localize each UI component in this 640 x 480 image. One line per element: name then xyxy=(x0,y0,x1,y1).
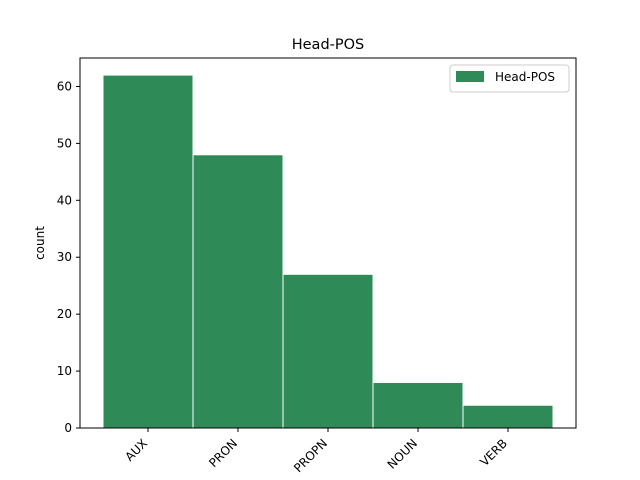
y-tick-label: 0 xyxy=(64,421,72,435)
bar-aux xyxy=(102,74,194,429)
y-tick-label: 50 xyxy=(57,136,72,150)
bar-pron xyxy=(192,154,284,429)
y-tick-label: 30 xyxy=(57,250,72,264)
y-tick-label: 40 xyxy=(57,193,72,207)
x-axis: AUX PRON PROPN NOUN VERB xyxy=(122,428,510,475)
legend-swatch xyxy=(456,71,484,82)
bar-propn xyxy=(282,273,374,429)
bars-group xyxy=(102,74,554,429)
y-tick-label: 10 xyxy=(57,364,72,378)
legend: Head-POS xyxy=(449,64,570,93)
x-tick-label: NOUN xyxy=(385,436,420,471)
y-axis-label: count xyxy=(33,226,47,260)
x-tick-label: AUX xyxy=(122,436,150,464)
y-tick-label: 20 xyxy=(57,307,72,321)
bar-noun xyxy=(372,381,464,429)
x-tick-label: PRON xyxy=(206,436,240,470)
bar-verb xyxy=(462,404,554,429)
chart-title: Head-POS xyxy=(292,37,365,53)
y-axis: 0 10 20 30 40 50 60 xyxy=(57,79,80,435)
x-tick-label: PROPN xyxy=(291,436,330,475)
x-tick-label: VERB xyxy=(477,436,510,469)
y-tick-label: 60 xyxy=(57,79,72,93)
legend-label: Head-POS xyxy=(495,70,555,84)
